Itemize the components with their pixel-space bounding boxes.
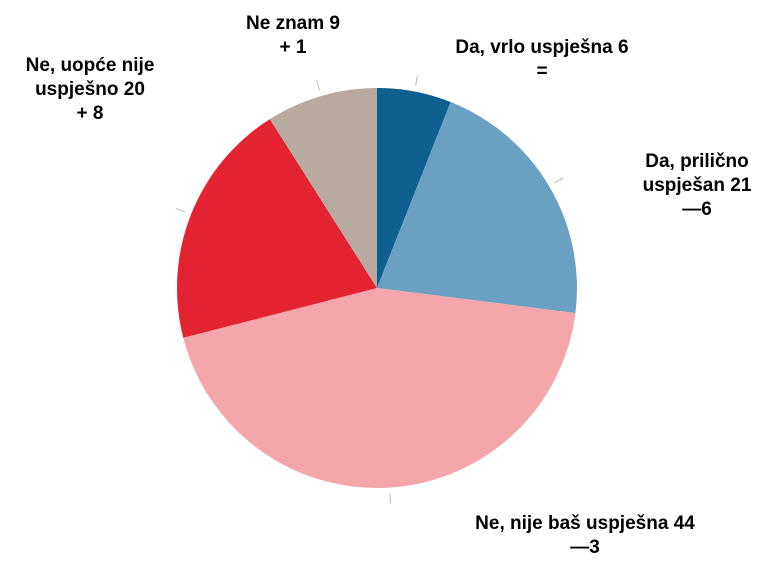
pie-slice [177,119,377,338]
value-label: 20 [123,79,145,100]
category-label: Da, prilično uspješan [642,151,749,196]
slice-label: Ne, uopće nije uspješno 20 + 8 [0,54,185,126]
slice-label: Ne, nije baš uspješna 44 —3 [435,512,735,560]
value-label: 21 [730,175,752,196]
leader-line [175,208,186,213]
change-label: —6 [682,199,712,220]
slice-label: Da, prilično uspješan 21 —6 [627,150,765,222]
pie-slice [377,102,577,314]
category-label: Ne, uopće nije uspješno [25,55,155,100]
leader-line [554,177,564,184]
change-label: + 8 [76,103,104,124]
value-label: 9 [329,13,340,34]
pie-slice [269,88,377,288]
change-label: —3 [570,537,600,558]
value-label: 44 [673,513,695,534]
category-label: Ne, nije baš uspješna [475,513,669,534]
slice-label: Ne znam 9 + 1 [218,12,368,60]
leader-line [415,75,418,86]
slice-label: Da, vrlo uspješna 6 = [437,36,647,84]
category-label: Da, vrlo uspješna [455,37,613,58]
leader-line [389,493,392,504]
pie-slice [183,288,576,488]
category-label: Ne znam [246,13,325,34]
change-label: + 1 [279,37,307,58]
leader-line [316,80,321,91]
pie-slice [377,88,451,288]
value-label: 6 [618,37,629,58]
change-label: = [536,61,548,82]
